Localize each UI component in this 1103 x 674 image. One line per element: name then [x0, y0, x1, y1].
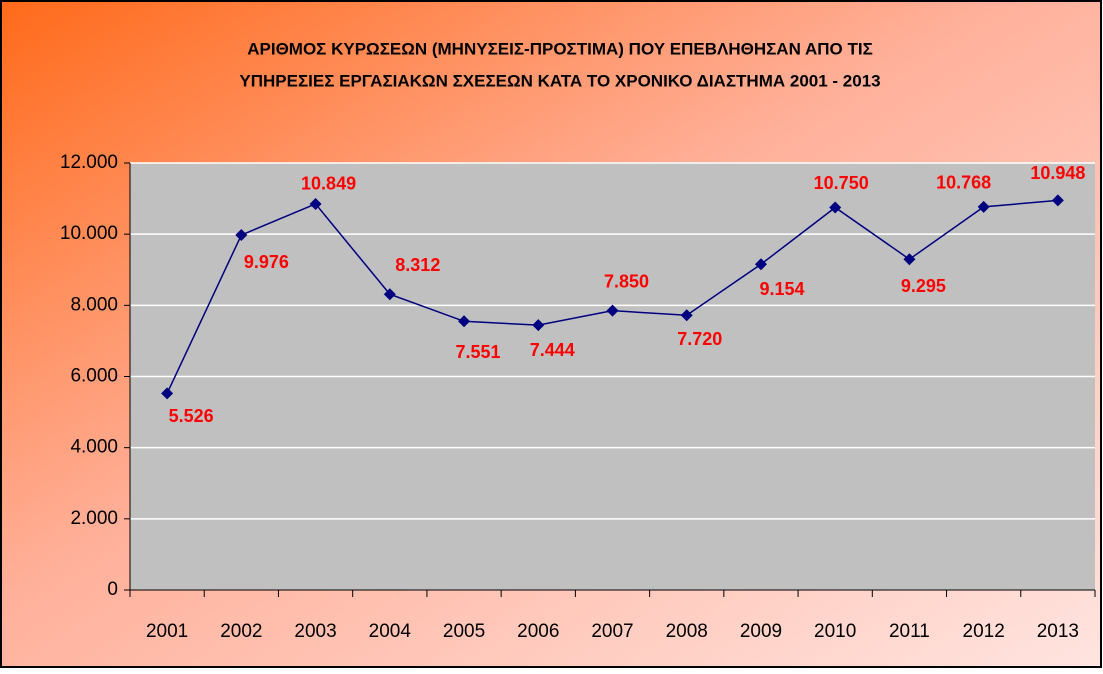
data-label: 10.750 [814, 173, 869, 193]
data-label: 8.312 [395, 255, 440, 275]
x-tick-label: 2005 [443, 621, 485, 642]
point-marker [161, 387, 174, 400]
chart-title: ΥΠΗΡΕΣΙΕΣ ΕΡΓΑΣΙΑΚΩΝ ΣΧΕΣΕΩΝ ΚΑΤΑ ΤΟ ΧΡΟ… [239, 71, 880, 90]
point-marker [532, 319, 545, 332]
data-label: 10.948 [1030, 163, 1085, 183]
x-tick-label: 2010 [814, 621, 856, 642]
point-marker [235, 229, 248, 242]
y-tick-label: 2.000 [70, 508, 118, 529]
data-label: 10.849 [301, 174, 356, 194]
x-tick-label: 2008 [666, 621, 708, 642]
x-tick-label: 2007 [591, 621, 633, 642]
y-tick-label: 8.000 [70, 294, 118, 315]
x-tick-label: 2004 [369, 621, 412, 642]
point-marker [829, 201, 842, 214]
data-label: 5.526 [169, 406, 214, 426]
x-tick-label: 2002 [220, 621, 262, 642]
point-marker [458, 315, 471, 328]
point-marker [1051, 194, 1064, 207]
point-marker [680, 309, 693, 322]
y-tick-label: 0 [107, 579, 118, 600]
point-marker [606, 304, 619, 317]
point-marker [754, 258, 767, 271]
point-marker [903, 253, 916, 266]
chart-title: ΑΡΙΘΜΟΣ ΚΥΡΩΣΕΩΝ (ΜΗΝΥΣΕΙΣ-ΠΡΟΣΤΙΜΑ) ΠΟΥ… [247, 39, 873, 58]
data-label: 7.444 [530, 340, 575, 360]
data-label: 9.976 [244, 252, 289, 272]
data-label: 9.295 [901, 276, 946, 296]
data-label: 9.154 [759, 279, 804, 299]
x-tick-label: 2001 [146, 621, 188, 642]
x-tick-label: 2003 [294, 621, 336, 642]
data-label: 7.850 [604, 271, 649, 291]
y-tick-label: 10.000 [60, 223, 118, 244]
x-tick-label: 2012 [963, 621, 1005, 642]
data-label: 10.768 [936, 173, 991, 193]
y-tick-label: 12.000 [60, 152, 118, 173]
x-tick-label: 2013 [1037, 621, 1079, 642]
x-tick-label: 2011 [889, 621, 930, 642]
point-marker [383, 288, 396, 301]
data-label: 7.720 [677, 329, 722, 349]
point-marker [309, 197, 322, 210]
point-marker [977, 200, 990, 213]
x-tick-label: 2006 [517, 621, 559, 642]
y-tick-label: 6.000 [70, 366, 118, 387]
data-label: 7.551 [456, 342, 501, 362]
x-tick-label: 2009 [740, 621, 782, 642]
y-tick-label: 4.000 [70, 437, 118, 458]
